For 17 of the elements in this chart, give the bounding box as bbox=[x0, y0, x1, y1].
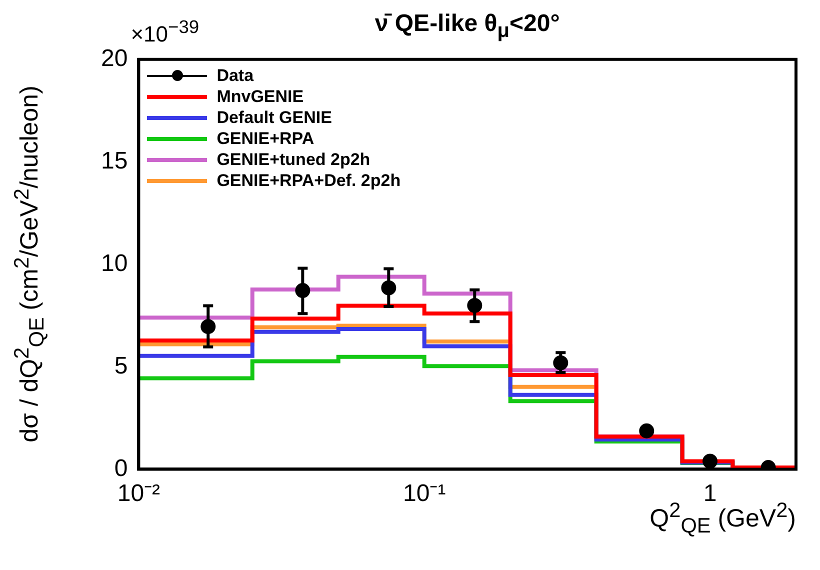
legend-label: Default GENIE bbox=[216, 107, 332, 128]
legend-label: Data bbox=[216, 65, 254, 86]
text: ×10$^{−39}$ bbox=[130, 16, 200, 48]
legend-label: MnvGENIE bbox=[216, 86, 304, 108]
x-tick-label: 10⁻¹ bbox=[403, 480, 446, 508]
y-tick-label: 10 bbox=[100, 250, 128, 277]
y-tick-label: 5 bbox=[114, 352, 128, 380]
y-tick-label: 20 bbox=[100, 45, 128, 72]
chart-title: ν̄ QE-like θ$_{μ}$<20° bbox=[374, 10, 560, 42]
legend-label: GENIE+tuned 2p2h bbox=[216, 149, 370, 170]
y-tick-label: 0 bbox=[114, 454, 128, 482]
legend-label: GENIE+RPA+Def. 2p2h bbox=[216, 170, 401, 192]
x-tick-label: 1 bbox=[703, 480, 717, 508]
y-tick-label: 15 bbox=[100, 147, 128, 174]
legend-label: GENIE+RPA bbox=[216, 128, 314, 150]
x-tick-label: 10⁻² bbox=[117, 480, 160, 508]
point bbox=[639, 423, 654, 438]
